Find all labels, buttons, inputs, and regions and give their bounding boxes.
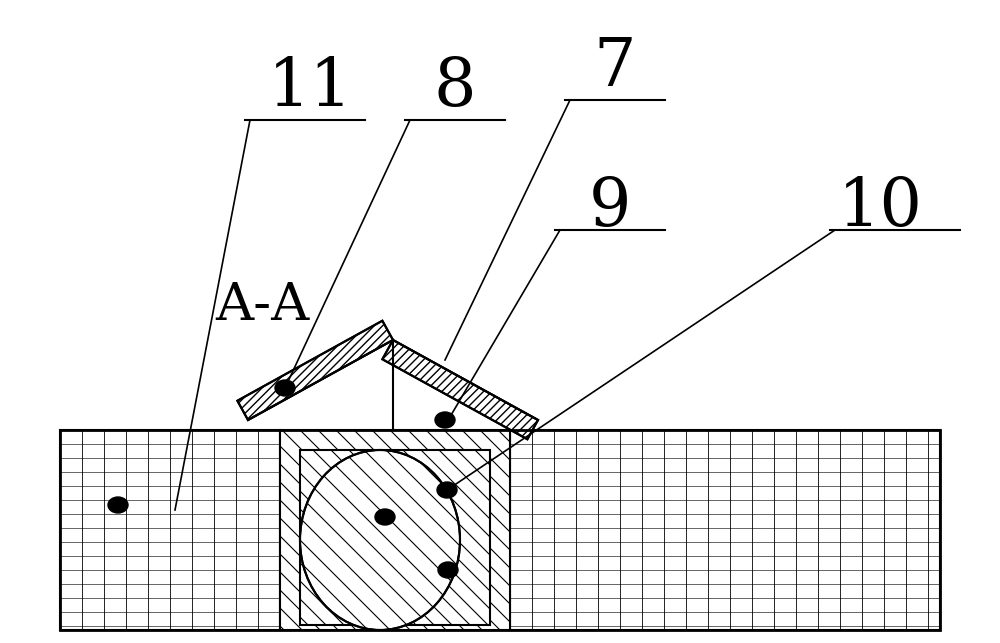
Text: 9: 9: [589, 175, 631, 240]
Bar: [280, 430, 510, 630]
Bar: [300, 450, 490, 625]
Text: 11: 11: [268, 55, 352, 120]
Text: A-A: A-A: [215, 280, 309, 331]
Ellipse shape: [108, 497, 128, 513]
PathPatch shape: [300, 450, 490, 625]
Text: 8: 8: [434, 55, 476, 120]
Polygon shape: [237, 321, 393, 420]
Ellipse shape: [275, 380, 295, 396]
Ellipse shape: [438, 562, 458, 578]
Bar: [60, 430, 280, 630]
Ellipse shape: [375, 509, 395, 525]
Text: 10: 10: [838, 175, 922, 240]
Ellipse shape: [437, 482, 457, 498]
PathPatch shape: [280, 430, 510, 630]
Ellipse shape: [435, 412, 455, 428]
Bar: [510, 430, 940, 630]
Text: 7: 7: [594, 35, 636, 100]
Bar: [60, 430, 940, 630]
Ellipse shape: [300, 450, 460, 630]
Polygon shape: [382, 340, 538, 439]
